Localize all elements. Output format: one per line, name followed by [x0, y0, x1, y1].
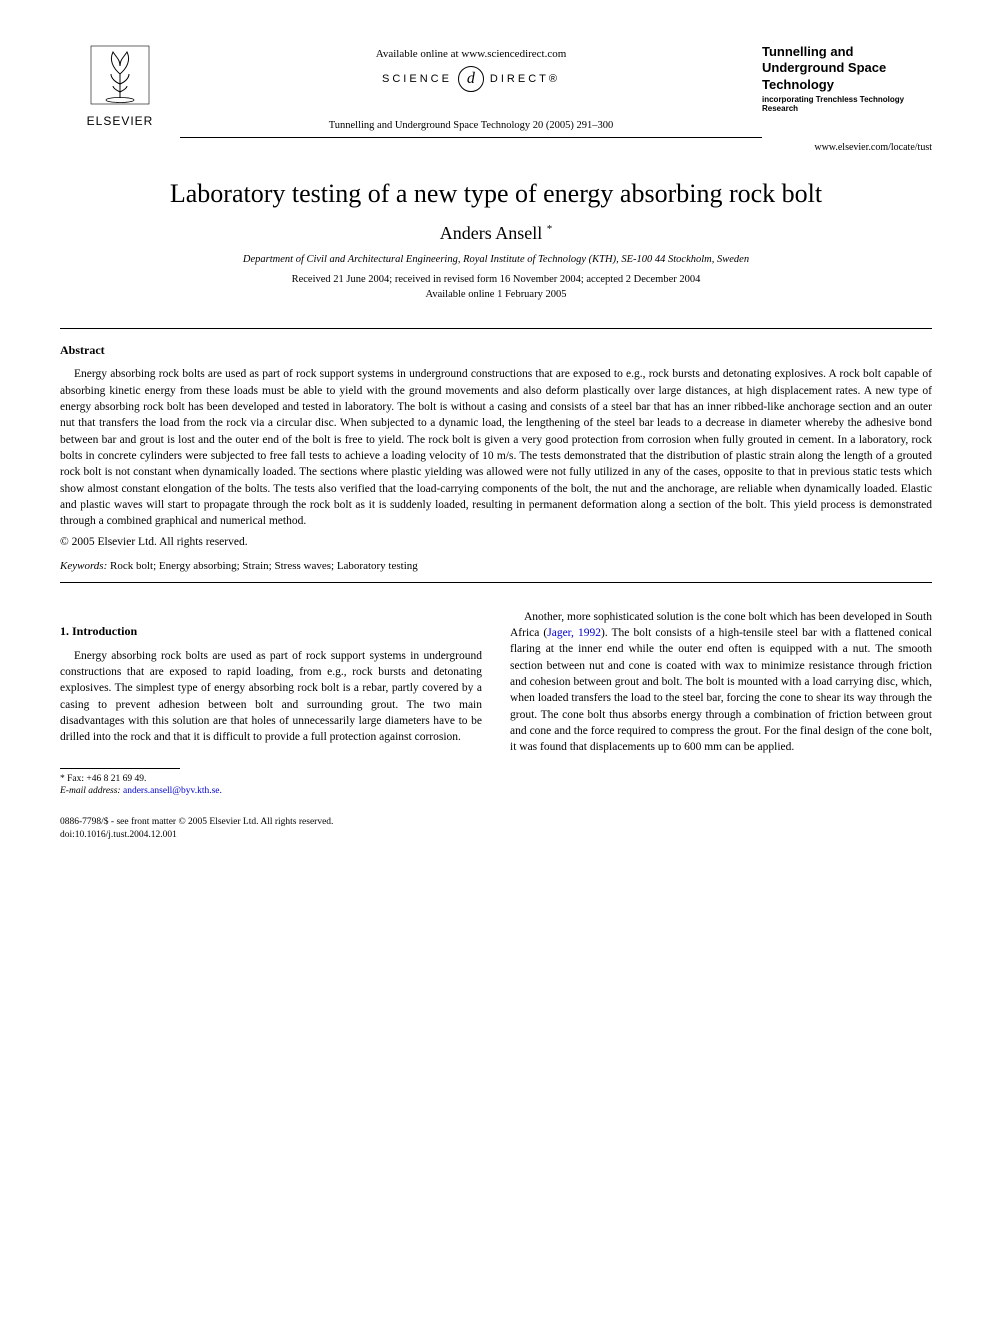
footnote-email: E-mail address: anders.ansell@byv.kth.se…: [60, 785, 482, 798]
journal-title: Tunnelling and Underground Space Technol…: [762, 44, 932, 93]
sciencedirect-logo: SCIENCE d DIRECT®: [382, 66, 560, 92]
journal-reference: Tunnelling and Underground Space Technol…: [180, 120, 762, 131]
keywords-label: Keywords:: [60, 560, 107, 572]
header-rule: [60, 137, 932, 138]
section-heading-intro: 1. Introduction: [60, 623, 482, 640]
column-right: Another, more sophisticated solution is …: [510, 609, 932, 841]
header-center: Available online at www.sciencedirect.co…: [180, 40, 762, 131]
author-name: Anders Ansell: [440, 223, 543, 243]
article-dates: Received 21 June 2004; received in revis…: [60, 273, 932, 302]
publisher-name: ELSEVIER: [60, 114, 180, 128]
front-matter-info: 0886-7798/$ - see front matter © 2005 El…: [60, 816, 482, 841]
sciencedirect-d-icon: d: [458, 66, 484, 92]
rule-below-keywords: [60, 582, 932, 583]
abstract-text: Energy absorbing rock bolts are used as …: [60, 366, 932, 529]
footnote-fax: * Fax: +46 8 21 69 49.: [60, 773, 482, 786]
abstract-copyright: © 2005 Elsevier Ltd. All rights reserved…: [60, 536, 932, 548]
abstract-body: Energy absorbing rock bolts are used as …: [60, 366, 932, 529]
footnote-email-value[interactable]: anders.ansell@byv.kth.se.: [123, 786, 222, 796]
author-line: Anders Ansell *: [60, 223, 932, 244]
abstract-heading: Abstract: [60, 343, 932, 358]
footnote-fax-label: * Fax:: [60, 774, 86, 784]
footnote-rule: [60, 768, 180, 769]
keywords-text: Rock bolt; Energy absorbing; Strain; Str…: [107, 560, 418, 572]
intro-paragraph-2: Another, more sophisticated solution is …: [510, 609, 932, 756]
sciencedirect-text-left: SCIENCE: [382, 73, 452, 85]
rule-above-abstract: [60, 328, 932, 329]
affiliation: Department of Civil and Architectural En…: [60, 254, 932, 265]
available-online-text: Available online at www.sciencedirect.co…: [180, 48, 762, 60]
dates-received: Received 21 June 2004; received in revis…: [60, 273, 932, 288]
page-header: ELSEVIER Available online at www.science…: [60, 40, 932, 131]
article-title: Laboratory testing of a new type of ener…: [60, 179, 932, 209]
issn-line: 0886-7798/$ - see front matter © 2005 El…: [60, 816, 482, 828]
journal-title-block: Tunnelling and Underground Space Technol…: [762, 40, 932, 114]
footnote-fax-value: +46 8 21 69 49.: [86, 774, 146, 784]
column-left: 1. Introduction Energy absorbing rock bo…: [60, 609, 482, 841]
body-columns: 1. Introduction Energy absorbing rock bo…: [60, 609, 932, 841]
doi-line: doi:10.1016/j.tust.2004.12.001: [60, 829, 482, 841]
intro-paragraph-1: Energy absorbing rock bolts are used as …: [60, 648, 482, 746]
elsevier-tree-icon: [85, 40, 155, 110]
intro-p2-b: ). The bolt consists of a high-tensile s…: [510, 627, 932, 753]
footnote-block: * Fax: +46 8 21 69 49. E-mail address: a…: [60, 773, 482, 799]
citation-link[interactable]: Jager, 1992: [547, 627, 601, 639]
sciencedirect-text-right: DIRECT®: [490, 73, 560, 85]
publisher-logo-block: ELSEVIER: [60, 40, 180, 128]
journal-subtitle: incorporating Trenchless Technology Rese…: [762, 95, 932, 114]
journal-url: www.elsevier.com/locate/tust: [60, 142, 932, 153]
author-footnote-mark: *: [547, 223, 553, 235]
footnote-email-label: E-mail address:: [60, 786, 123, 796]
keywords-line: Keywords: Rock bolt; Energy absorbing; S…: [60, 560, 932, 572]
dates-online: Available online 1 February 2005: [60, 288, 932, 303]
